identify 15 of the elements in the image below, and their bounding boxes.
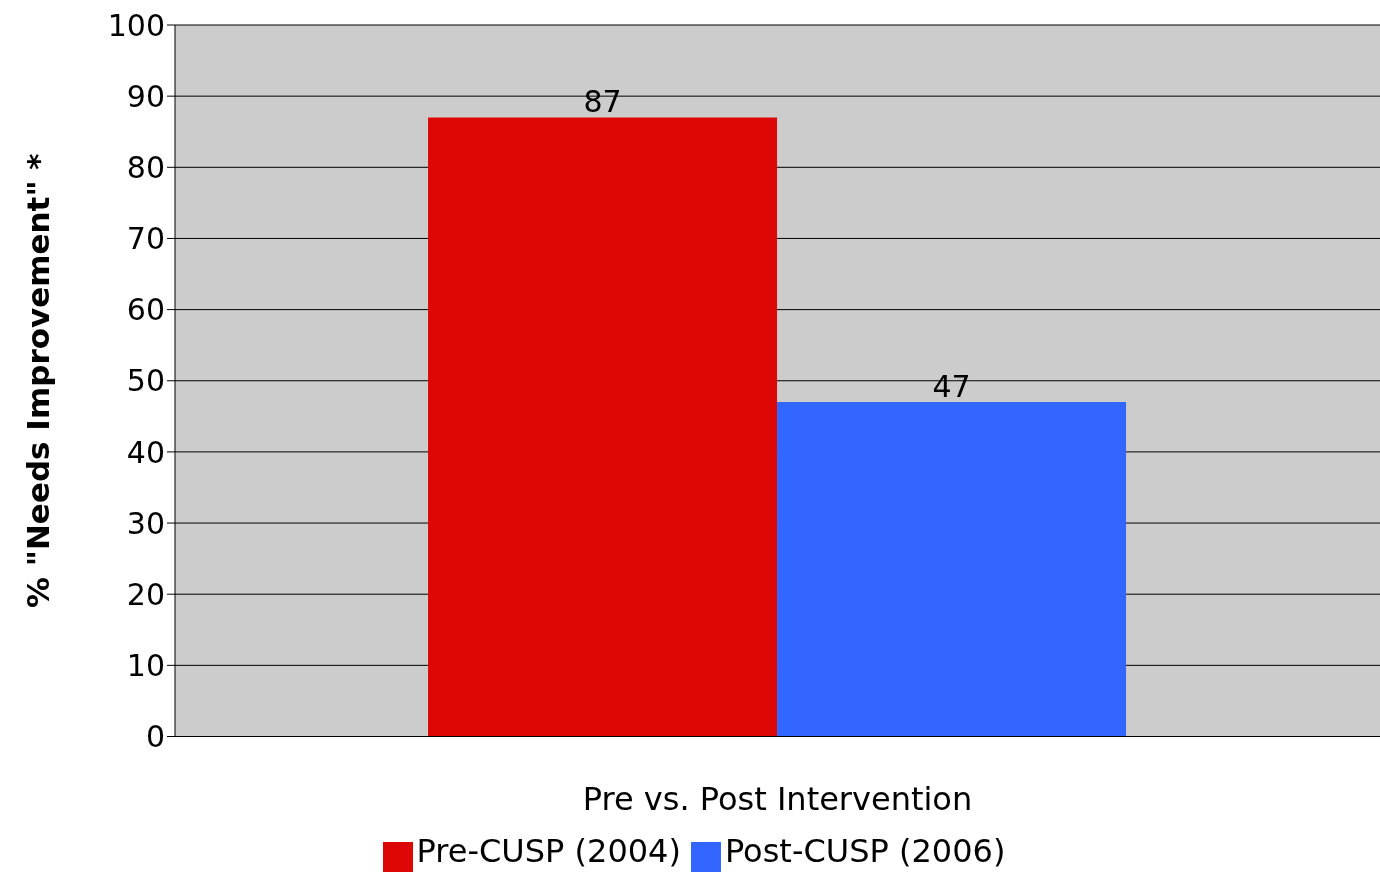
y-tick-label: 40 [126, 434, 165, 470]
y-tick-label: 10 [126, 648, 165, 683]
y-axis-title: % "Needs Improvement" * [20, 153, 57, 609]
y-tick-label: 50 [126, 363, 165, 399]
y-tick-label: 90 [126, 78, 165, 114]
x-axis-title: Pre vs. Post Intervention [582, 779, 973, 818]
legend-label: Pre-CUSP (2004) [416, 831, 681, 870]
y-tick-label: 60 [126, 292, 165, 328]
y-tick-label: 70 [126, 221, 165, 257]
y-tick-label: 30 [126, 505, 165, 541]
legend-label: Post-CUSP (2006) [724, 831, 1006, 870]
y-tick-label: 80 [126, 149, 165, 185]
y-tick-label: 100 [107, 7, 165, 43]
y-tick-label: 20 [126, 576, 165, 612]
y-tick-label: 0 [145, 719, 165, 755]
